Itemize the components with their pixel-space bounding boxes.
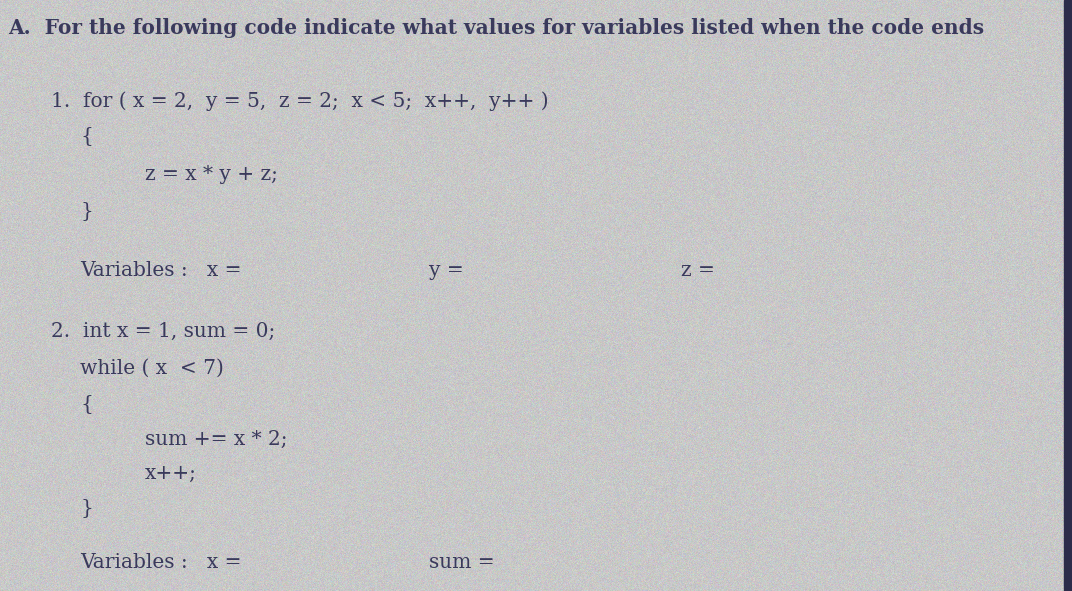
Text: }: }: [80, 202, 93, 221]
Text: 2.  int x = 1, sum = 0;: 2. int x = 1, sum = 0;: [51, 322, 276, 341]
Text: x++;: x++;: [145, 464, 196, 483]
Text: }: }: [80, 499, 93, 518]
Text: sum += x * 2;: sum += x * 2;: [145, 430, 287, 449]
Text: {: {: [80, 395, 93, 414]
Bar: [1064, 0, 1072, 591]
Text: while ( x  < 7): while ( x < 7): [80, 359, 224, 378]
Text: 1.  for ( x = 2,  y = 5,  z = 2;  x < 5;  x++,  y++ ): 1. for ( x = 2, y = 5, z = 2; x < 5; x++…: [51, 92, 549, 111]
Text: sum =: sum =: [429, 553, 494, 571]
Text: Variables :   x =: Variables : x =: [80, 553, 242, 571]
Text: y =: y =: [429, 261, 463, 280]
Text: A.  For the following code indicate what values for variables listed when the co: A. For the following code indicate what …: [9, 18, 985, 38]
Text: {: {: [80, 127, 93, 146]
Text: z = x * y + z;: z = x * y + z;: [145, 165, 278, 184]
Text: z =: z =: [681, 261, 715, 280]
Text: Variables :   x =: Variables : x =: [80, 261, 242, 280]
